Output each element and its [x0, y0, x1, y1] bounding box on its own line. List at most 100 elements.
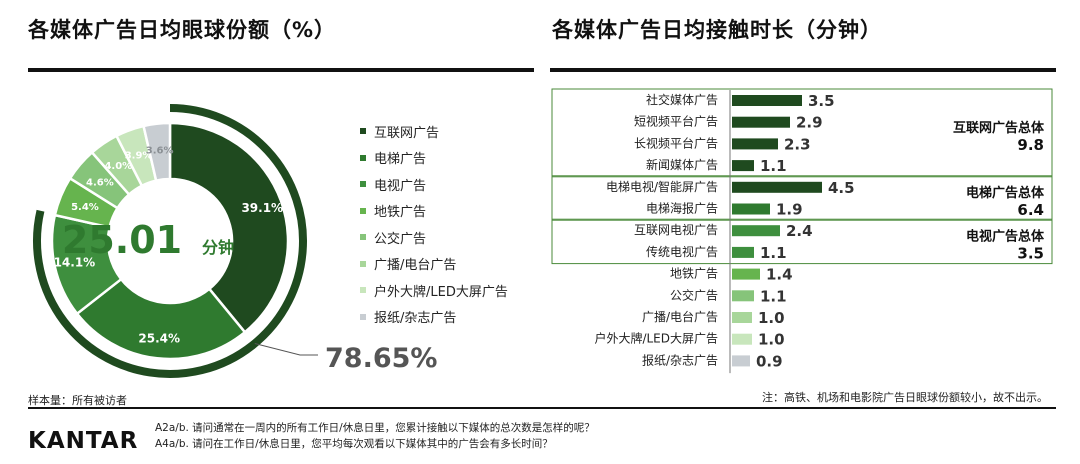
category-label: 新闻媒体广告	[646, 157, 718, 172]
group-label: 互联网广告总体	[953, 120, 1045, 136]
outer-value: 78.65%	[325, 343, 437, 374]
kantar-logo: KANTAR	[28, 428, 139, 454]
legend-swatch	[360, 207, 366, 214]
slice-label: 4.6%	[86, 177, 114, 188]
bar	[732, 138, 778, 150]
legend-label: 报纸/杂志广告	[374, 311, 457, 327]
question-a4: A4a/b. 请问在工作日/休息日里，您平均每次观看以下媒体其中的广告会有多长时…	[155, 438, 553, 450]
slice-label: 3.9%	[125, 151, 153, 162]
group-total: 9.8	[1017, 136, 1044, 154]
bar-value-label: 1.1	[760, 287, 787, 305]
bar-value-label: 4.5	[828, 179, 855, 197]
legend-item: 户外大牌/LED大屏广告	[360, 277, 508, 304]
bar-value-label: 1.0	[758, 309, 785, 327]
legend-item: 地铁广告	[360, 198, 508, 225]
group-label: 电梯广告总体	[966, 185, 1045, 201]
footnote: 注：高铁、机场和电影院广告日眼球份额较小，故不出示。	[762, 391, 1048, 404]
bar-value-label: 3.5	[808, 92, 835, 110]
left-chart-title: 各媒体广告日均眼球份额（%）	[28, 18, 337, 42]
legend-swatch	[360, 260, 366, 267]
category-label: 互联网电视广告	[634, 222, 718, 237]
center-unit: 分钟	[202, 238, 234, 257]
bar	[732, 181, 822, 193]
right-chart-title: 各媒体广告日均接触时长（分钟）	[552, 18, 882, 42]
donut-slice	[75, 277, 247, 361]
center-value: 25.01	[62, 218, 182, 262]
bar	[732, 355, 750, 367]
category-label: 广播/电台广告	[642, 309, 718, 324]
legend-label: 广播/电台广告	[374, 258, 457, 274]
slice-label: 25.4%	[138, 331, 180, 345]
legend-label: 户外大牌/LED大屏广告	[374, 284, 508, 300]
bar-value-label: 2.9	[796, 114, 823, 132]
bar	[732, 246, 754, 258]
bar	[732, 203, 770, 215]
outer-value-leader	[254, 342, 318, 356]
group-total: 3.5	[1017, 244, 1044, 262]
legend-label: 公交广告	[374, 231, 427, 247]
slice-label: 39.1%	[241, 201, 283, 215]
legend-swatch	[360, 128, 366, 135]
slice-label: 4.0%	[104, 161, 132, 172]
group-box	[551, 175, 1053, 221]
group-box	[551, 88, 1053, 178]
donut-chart: 39.1% 25.4% 14.1% 5.4% 4.6% 4.0%3.9%3.6% 78.65…	[33, 104, 437, 378]
category-label: 电梯电视/智能屏广告	[606, 179, 718, 194]
category-label: 短视频平台广告	[634, 114, 718, 129]
category-label: 报纸/杂志广告	[642, 352, 718, 367]
legend-swatch	[360, 234, 366, 241]
group-box	[551, 218, 1053, 265]
legend-swatch	[360, 287, 366, 294]
legend-label: 电梯广告	[374, 152, 427, 168]
legend-swatch	[360, 154, 366, 161]
legend-item: 电视广告	[360, 171, 508, 198]
bar	[732, 160, 754, 172]
donut-slice	[142, 121, 172, 183]
bar-value-label: 1.0	[758, 331, 785, 349]
bottom-rule	[28, 407, 1056, 409]
slice-label: 14.1%	[54, 256, 96, 270]
donut-legend: 互联网广告电梯广告电视广告地铁广告公交广告广播/电台广告户外大牌/LED大屏广告…	[360, 118, 508, 330]
sample-note: 样本量：所有被访者	[28, 394, 127, 407]
bar	[732, 95, 802, 106]
bar-value-label: 2.3	[784, 135, 811, 153]
legend-label: 地铁广告	[374, 205, 427, 221]
category-label: 传统电视广告	[646, 244, 718, 259]
category-label: 户外大牌/LED大屏广告	[594, 331, 718, 346]
legend-item: 互联网广告	[360, 118, 508, 145]
bar-value-label: 1.1	[760, 157, 787, 175]
left-title-rule	[28, 68, 534, 72]
bar	[732, 225, 780, 237]
question-a2: A2a/b. 请问通常在一周内的所有工作日/休息日里，您累计接触以下媒体的总次数…	[155, 422, 595, 434]
legend-item: 电梯广告	[360, 145, 508, 172]
donut-slice	[168, 121, 290, 334]
legend-swatch	[360, 181, 366, 188]
category-label: 社交媒体广告	[646, 92, 718, 107]
slice-label: 5.4%	[71, 202, 99, 213]
bar	[732, 116, 790, 128]
legend-swatch	[360, 313, 366, 320]
bar	[732, 290, 754, 302]
legend-item: 广播/电台广告	[360, 251, 508, 278]
bar-value-label: 1.9	[776, 201, 803, 219]
bar-value-label: 0.9	[756, 352, 783, 370]
group-total: 6.4	[1017, 201, 1044, 219]
bar	[732, 312, 752, 323]
legend-label: 电视广告	[374, 178, 427, 194]
right-title-rule	[550, 68, 1056, 72]
category-label: 公交广告	[670, 287, 718, 302]
category-label: 长视频平台广告	[634, 135, 718, 150]
legend-item: 报纸/杂志广告	[360, 304, 508, 331]
outer-share-arc	[33, 104, 307, 378]
bar-value-label: 1.4	[766, 266, 793, 284]
category-label: 地铁广告	[670, 267, 718, 281]
group-label: 电视广告总体	[966, 228, 1045, 244]
bar-value-label: 2.4	[786, 222, 813, 240]
bar-value-label: 1.1	[760, 244, 787, 262]
slice-label: 3.6%	[146, 146, 174, 157]
bar	[732, 333, 752, 345]
bar	[732, 268, 760, 280]
category-label: 电梯海报广告	[646, 201, 718, 216]
legend-item: 公交广告	[360, 224, 508, 251]
